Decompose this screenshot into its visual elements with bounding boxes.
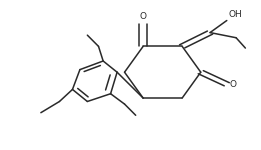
Text: O: O <box>229 80 236 89</box>
Text: O: O <box>140 12 147 21</box>
Text: OH: OH <box>229 10 242 19</box>
